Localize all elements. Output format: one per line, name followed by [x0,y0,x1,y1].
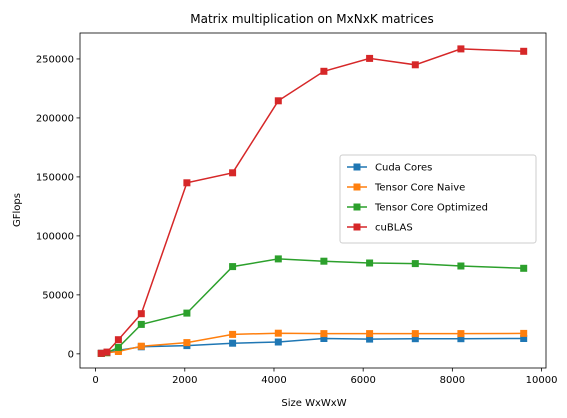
data-point [366,330,374,338]
y-tick-label: 50000 [42,290,74,301]
data-point [229,263,237,271]
data-point [103,348,111,356]
x-axis-label: Size WxWxW [281,398,346,409]
data-point [114,348,122,355]
data-point [229,169,237,177]
legend-item: Cuda Cores [347,163,432,174]
data-point [114,343,122,351]
x-tick-label: 2000 [172,375,197,386]
data-point [274,255,282,263]
data-point [457,262,465,270]
data-point [320,257,328,265]
data-point [457,330,465,338]
legend-label: Tensor Core Optimized [374,203,488,214]
data-point [520,335,528,342]
data-point [183,309,191,317]
data-point [411,61,419,69]
legend-item: cuBLAS [347,223,413,234]
data-point [137,310,145,318]
y-tick-label: 150000 [36,172,74,183]
data-point [366,259,374,267]
x-tick-label: 0 [92,375,98,386]
x-tick-label: 6000 [350,375,375,386]
y-tick-label: 200000 [36,113,74,124]
y-tick-label: 0 [68,349,74,360]
data-point [411,330,419,338]
data-point [411,260,419,268]
data-point [520,329,528,337]
data-point [320,330,328,338]
data-point [97,349,105,357]
legend-box [339,154,537,244]
series-0 [97,335,528,357]
data-point [183,179,191,187]
data-point [137,320,145,328]
plot-area [97,45,528,357]
legend-label: cuBLAS [375,223,413,234]
data-point [229,339,237,347]
legend-item: Tensor Core Naive [347,183,465,194]
x-tick-label: 4000 [261,375,286,386]
data-point [520,47,528,55]
data-point [114,336,122,344]
data-point [274,329,282,337]
data-point [274,338,282,346]
legend-label: Cuda Cores [375,163,432,174]
legend-marker [353,203,361,211]
data-point [137,342,145,350]
data-point [411,335,419,343]
y-tick-label: 100000 [36,231,74,242]
series-3 [97,45,528,357]
legend-marker [353,223,361,231]
axes: 0 2000 4000 6000 8000 10000050000100000150000… [36,32,558,386]
data-point [520,264,528,272]
axes-frame [79,32,547,369]
data-point [366,335,374,343]
x-tick-label: 8000 [440,375,465,386]
data-point [320,67,328,75]
data-point [229,330,237,338]
x-tick-label: 10000 [526,375,558,386]
data-point [274,97,282,105]
data-point [366,54,374,62]
data-point [320,335,328,342]
legend-label: Tensor Core Naive [374,183,465,194]
data-point [183,339,191,347]
legend-marker [353,163,361,171]
y-tick-label: 250000 [36,54,74,65]
data-point [457,45,465,53]
legend: Cuda Cores Tensor Core Naive Tensor Core O… [339,154,537,244]
legend-item: Tensor Core Optimized [347,203,488,214]
chart-title: Matrix multiplication on MxNxK matrices [190,12,434,26]
legend-marker [353,183,361,191]
data-point [457,335,465,343]
series-1 [97,329,528,357]
y-axis-label: GFlops [12,193,23,227]
